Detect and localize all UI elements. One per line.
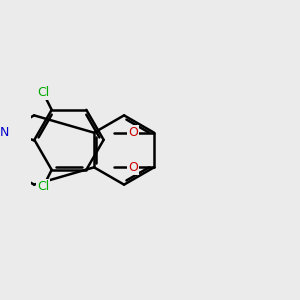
Text: O: O — [128, 126, 138, 139]
Text: O: O — [128, 161, 138, 174]
Text: Cl: Cl — [37, 180, 49, 194]
Text: Cl: Cl — [37, 86, 49, 99]
Text: N: N — [0, 126, 9, 139]
